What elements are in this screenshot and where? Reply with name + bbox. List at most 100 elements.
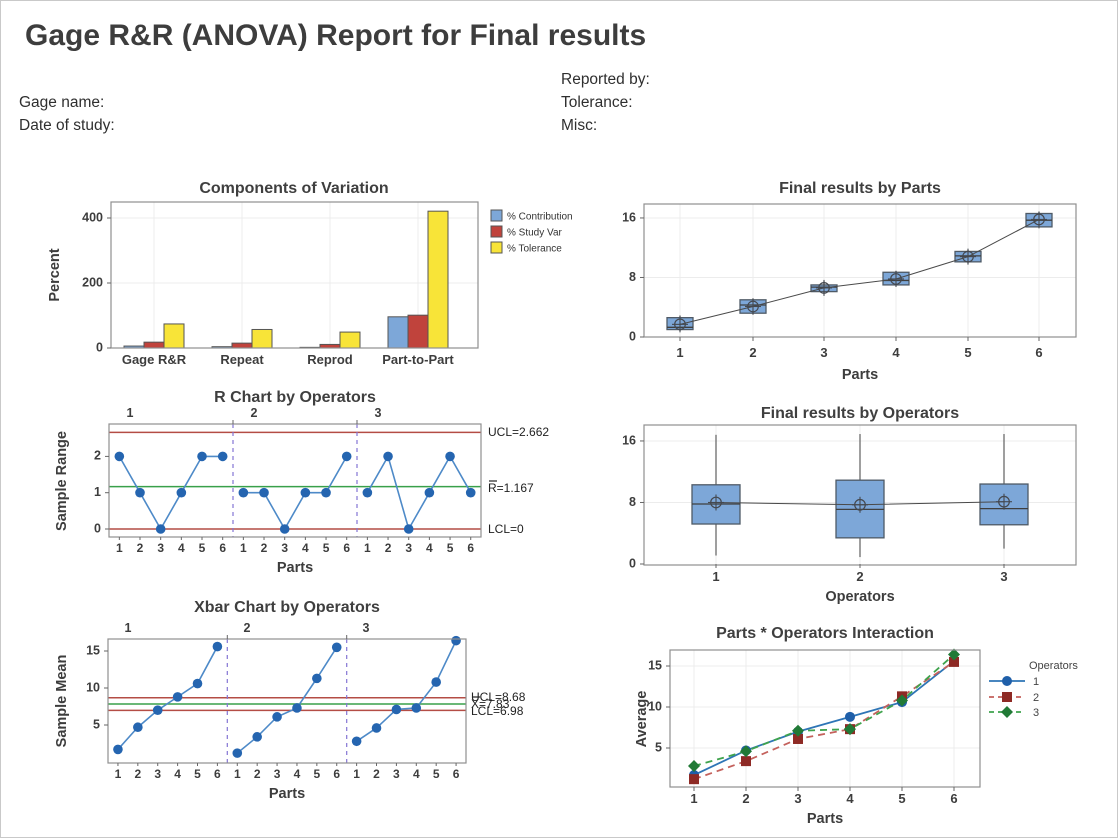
x-tick-label: 1: [676, 345, 683, 360]
ucl-label: UCL=2.662: [488, 425, 549, 439]
x-axis-title: Parts: [842, 367, 878, 383]
mean-connect-line: [679, 219, 1040, 325]
final-results-by-parts-chart: 0 8 16 1 2 3 4 5 6 Parts Final results by Parts: [622, 180, 1077, 383]
legend-swatch: [490, 241, 503, 254]
y-axis-title: Average: [634, 691, 650, 748]
series-line: [117, 646, 219, 750]
misc-label: Misc:: [561, 117, 598, 134]
data-point: [252, 732, 262, 742]
x-tick-label: 2: [261, 541, 268, 555]
x-tick-label: 6: [343, 541, 350, 555]
x-tick-label: 5: [199, 541, 206, 555]
series-marker: [1002, 676, 1012, 686]
data-point: [113, 744, 123, 755]
legend-label: % Contribution: [507, 212, 573, 223]
x-tick-label: 2: [742, 791, 749, 806]
series-marker: [949, 656, 959, 667]
data-point: [362, 487, 373, 498]
data-point: [197, 451, 207, 462]
data-point: [411, 703, 422, 713]
legend-swatch: [490, 225, 503, 238]
center-label: X=7.83: [471, 697, 510, 711]
legend-label: 1: [1033, 676, 1039, 688]
data-point: [391, 704, 402, 715]
plot-frame: [107, 638, 467, 764]
chart-title: Final results by Parts: [779, 180, 941, 197]
y-tick-label: 16: [622, 210, 636, 224]
x-tick-label: 5: [964, 345, 971, 360]
y-tick-label: 15: [648, 658, 662, 672]
y-tick-label: 8: [629, 495, 636, 509]
series-marker: [1001, 706, 1013, 718]
data-point: [431, 677, 441, 687]
x-tick-label: 4: [892, 345, 900, 360]
category-label: Reprod: [307, 352, 353, 367]
bar: [231, 342, 253, 349]
series-marker: [793, 733, 803, 744]
y-tick-label: 400: [82, 210, 103, 224]
chart-title: Components of Variation: [199, 180, 388, 197]
bar: [427, 210, 449, 349]
bar: [387, 316, 409, 349]
operator-panel-label: 2: [251, 406, 258, 420]
data-point: [465, 487, 476, 498]
gage-name-label: Gage name:: [19, 94, 105, 111]
x-tick-label: 5: [194, 767, 201, 781]
x-tick-label: 5: [433, 767, 440, 781]
legend-label: % Tolerance: [507, 244, 562, 255]
y-tick-label: 0: [94, 521, 101, 535]
x-tick-label: 2: [137, 541, 144, 555]
series-line: [693, 653, 955, 767]
x-axis-title: Operators: [825, 589, 894, 605]
components-of-variation-chart: 0 200 400 Gage R&R Repeat Reprod Part-to-Part P…: [47, 180, 573, 367]
y-axis-title: Sample Range: [54, 431, 70, 531]
series-marker: [948, 648, 960, 661]
series-marker: [844, 723, 856, 736]
x-tick-label: 4: [413, 767, 420, 781]
legend-label: 2: [1033, 692, 1039, 704]
data-point: [341, 451, 352, 462]
bar: [163, 323, 185, 349]
x-tick-label: 3: [157, 541, 164, 555]
x-tick-label: 1: [116, 541, 123, 555]
data-point: [238, 487, 249, 498]
x-tick-label: 4: [426, 541, 433, 555]
data-point: [133, 722, 143, 733]
x-tick-label: 3: [393, 767, 400, 781]
series-line: [693, 661, 955, 781]
plot-frame: [643, 203, 1077, 338]
series-marker: [741, 756, 751, 767]
data-point: [172, 692, 183, 702]
reported-by-label: Reported by:: [561, 71, 650, 88]
x-tick-label: 3: [820, 345, 827, 360]
x-tick-label: 4: [294, 767, 301, 781]
x-tick-label: 6: [333, 767, 340, 781]
x-tick-label: 3: [1000, 569, 1007, 584]
x-axis-title: Parts: [269, 786, 305, 802]
data-point: [259, 487, 269, 498]
data-point: [192, 678, 203, 689]
data-point: [217, 451, 228, 462]
x-tick-label: 6: [219, 541, 226, 555]
series-marker: [688, 760, 700, 773]
series-line: [693, 660, 955, 776]
series-line: [366, 454, 472, 532]
chart-title: Final results by Operators: [761, 405, 959, 422]
data-point: [445, 451, 455, 462]
data-point: [424, 487, 435, 498]
series-marker: [740, 745, 752, 758]
series-line: [243, 456, 348, 531]
x-tick-label: 5: [898, 791, 905, 806]
lcl-label: LCL=6.98: [471, 704, 524, 718]
y-tick-label: 200: [82, 275, 103, 289]
y-tick-label: 5: [655, 740, 662, 754]
legend-label: 3: [1033, 707, 1039, 719]
data-point: [292, 703, 302, 713]
x-tick-label: 6: [214, 767, 221, 781]
x-tick-label: 1: [364, 541, 371, 555]
y-tick-label: 0: [96, 340, 103, 354]
data-point: [272, 712, 282, 722]
y-axis-title: Percent: [47, 248, 63, 301]
